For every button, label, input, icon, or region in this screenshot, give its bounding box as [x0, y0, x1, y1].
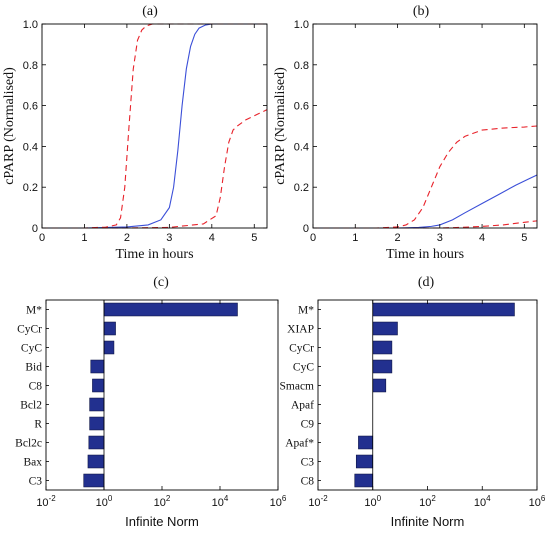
x-tick-label: 102 — [419, 494, 436, 509]
bar-bcl2 — [89, 397, 105, 412]
category-label: M* — [298, 305, 314, 317]
panel-title: (b) — [413, 4, 430, 19]
category-label: CyCr — [289, 343, 314, 355]
bar-cyc — [103, 340, 115, 355]
bar-m- — [372, 302, 515, 317]
category-label: CyC — [293, 362, 314, 374]
x-tick-label: 3 — [166, 232, 172, 244]
plot-frame — [317, 299, 538, 491]
y-tick-label: 1.0 — [294, 19, 309, 31]
bar-bax — [87, 454, 105, 469]
y-tick-label: 0.4 — [23, 141, 38, 153]
y-axis-label: cPARP (Normalised) — [2, 67, 17, 185]
panel-a: (a) 0 1 2 3 4 5 0 0.2 0.4 0.6 0.8 1.0 Time in hours cP… — [2, 4, 268, 262]
y-tick-label: 0.6 — [23, 101, 38, 113]
category-label: XIAP — [287, 324, 314, 336]
plot-frame — [312, 23, 538, 229]
panel-c: (c) M* CyCr CyC Bid C8 Bcl2 R Bcl2c Bax C3 10-2 100 1… — [15, 275, 287, 529]
bar-apaf- — [358, 435, 374, 450]
y-tick-label: 0 — [303, 223, 309, 235]
x-tick-label: 2 — [124, 232, 130, 244]
bar-bid — [90, 359, 105, 374]
category-label: C8 — [301, 476, 315, 488]
category-label: Apaf — [291, 400, 314, 412]
plot-frame — [45, 299, 279, 491]
panel-title: (d) — [418, 275, 435, 290]
bar-c3 — [83, 473, 105, 488]
bar-bcl2c — [88, 435, 105, 450]
y-axis-label: cPARP (Normalised) — [273, 67, 288, 185]
plot-frame — [41, 23, 268, 229]
panel-d: (d) M* XIAP CyCr CyC Smacm Apaf C9 Apaf* C3 C8 10-2… — [280, 275, 546, 529]
x-tick-label: 0 — [39, 232, 45, 244]
x-tick-label: 100 — [364, 494, 381, 509]
x-axis-label: Infinite Norm — [125, 514, 199, 529]
category-label: Smacm — [280, 381, 315, 393]
category-label: Bcl2c — [15, 438, 42, 450]
x-tick-label: 106 — [529, 494, 546, 509]
series-line-3 — [313, 220, 538, 229]
x-tick-label: 1 — [352, 232, 358, 244]
x-tick-label: 104 — [212, 494, 229, 509]
x-tick-label: 0 — [310, 232, 316, 244]
category-label: CyCr — [17, 324, 42, 336]
x-axis-label: Time in hours — [386, 247, 464, 262]
y-tick-label: 0.2 — [23, 182, 38, 194]
x-tick-label: 3 — [437, 232, 443, 244]
series-line-3 — [42, 109, 268, 229]
category-label: Bcl2 — [20, 400, 42, 412]
bar-xiap — [372, 321, 398, 336]
series-line-2 — [42, 23, 267, 229]
category-label: Apaf* — [285, 438, 314, 450]
x-tick-label: 4 — [479, 232, 485, 244]
category-label: C8 — [29, 381, 43, 393]
bar-cycr — [372, 340, 393, 355]
series-line-2 — [313, 125, 538, 229]
x-tick-label: 104 — [474, 494, 491, 509]
x-tick-label: 1 — [81, 232, 87, 244]
bar-c3 — [355, 454, 374, 469]
y-tick-label: 0.6 — [294, 101, 309, 113]
y-tick-label: 0.8 — [23, 60, 38, 72]
panel-b: (b) 0 1 2 3 4 5 0 0.2 0.4 0.6 0.8 1.0 Time in hours cP… — [273, 4, 538, 262]
series-line-1 — [42, 23, 267, 229]
bar-m- — [103, 302, 238, 317]
bar-smacm — [372, 378, 387, 393]
category-label: Bax — [23, 457, 42, 469]
panel-title: (c) — [153, 275, 169, 290]
x-tick-label: 5 — [521, 232, 527, 244]
y-tick-label: 0.8 — [294, 60, 309, 72]
x-tick-label: 5 — [251, 232, 257, 244]
x-tick-label: 106 — [270, 494, 287, 509]
bar-cycr — [103, 321, 116, 336]
category-label: CyC — [21, 343, 42, 355]
category-label: Bid — [25, 362, 42, 374]
category-label: C9 — [301, 419, 315, 431]
bar-cyc — [372, 359, 393, 374]
y-tick-label: 1.0 — [23, 19, 38, 31]
x-tick-label: 10-2 — [308, 494, 328, 509]
category-label: M* — [26, 305, 42, 317]
y-tick-label: 0.2 — [294, 182, 309, 194]
y-tick-label: 0 — [32, 223, 38, 235]
category-label: C3 — [29, 476, 43, 488]
y-tick-label: 0.4 — [294, 141, 309, 153]
category-label: C3 — [301, 457, 315, 469]
x-axis-label: Infinite Norm — [391, 514, 465, 529]
bar-r — [89, 416, 105, 431]
x-tick-label: 10-2 — [36, 494, 56, 509]
x-tick-label: 100 — [96, 494, 113, 509]
category-label: R — [34, 419, 42, 431]
bar-c8 — [354, 473, 374, 488]
bar-c8 — [92, 378, 105, 393]
x-axis-label: Time in hours — [115, 247, 193, 262]
x-tick-label: 4 — [209, 232, 215, 244]
panel-title: (a) — [142, 4, 158, 19]
x-tick-label: 102 — [154, 494, 171, 509]
x-tick-label: 2 — [394, 232, 400, 244]
